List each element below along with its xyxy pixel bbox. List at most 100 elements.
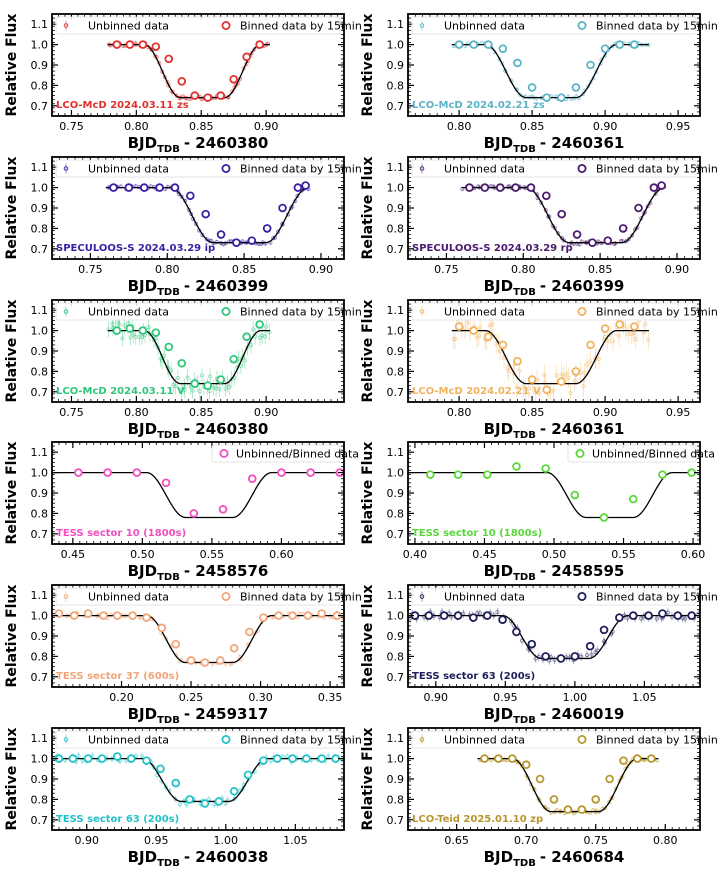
plot-area (477, 754, 659, 816)
unbinned-point (461, 609, 466, 618)
binned-point (83, 609, 93, 618)
unbinned-point (476, 326, 481, 347)
binned-point (243, 770, 253, 780)
ytick-label: 0.7 (31, 243, 49, 256)
x-label-main: BJD (484, 134, 513, 152)
ytick-label: 0.8 (387, 507, 405, 520)
unbinned-point (582, 363, 587, 383)
panel-4: 0.7 0.8 0.9 1.0 1.1 0.75 0.80 0.85 0.90 Relative … (360, 156, 718, 298)
xtick-label: 0.20 (109, 691, 134, 704)
ytick-label: 0.9 (387, 630, 405, 643)
xtick-label: 0.85 (588, 263, 613, 276)
binned-point (215, 656, 225, 665)
binned-point (232, 238, 241, 247)
panel-12: 0.7 0.8 0.9 1.0 1.1 0.65 0.70 0.75 0.80 Relative … (360, 727, 718, 869)
ytick-label: 0.8 (387, 79, 405, 92)
unbinned-point (453, 329, 458, 350)
legend-binned-marker (221, 163, 231, 173)
ytick-label: 0.7 (387, 100, 405, 113)
model-curve (52, 757, 344, 803)
xtick-label: 0.90 (424, 691, 449, 704)
binned-point (439, 611, 449, 620)
legend-box (211, 444, 341, 463)
unbinned-point (567, 653, 572, 662)
x-axis-label: BJDTDB - 2460019 (484, 705, 625, 726)
ytick-label: 1.1 (387, 732, 405, 745)
unbinned-point (463, 318, 468, 339)
binned-point (216, 375, 226, 384)
ytick-label: 1.0 (31, 325, 49, 338)
binned-point (272, 754, 282, 763)
binned-point (288, 611, 297, 620)
binned-point (586, 60, 595, 70)
unbinned-point (579, 652, 584, 661)
legend: Unbinned data Binned data by 15min (55, 730, 362, 749)
ytick-label: 0.8 (31, 79, 49, 92)
legend-unbinned-label: Unbinned data (444, 163, 525, 176)
ytick-label: 0.9 (387, 345, 405, 358)
binned-point (155, 183, 164, 192)
binned-point (647, 754, 656, 763)
x-axis-label: BJDTDB - 2460684 (484, 848, 625, 869)
binned-point (203, 93, 213, 102)
binned-point (151, 328, 161, 337)
legend-binned-marker (221, 592, 231, 602)
unbinned-point (617, 326, 622, 347)
ytick-label: 1.0 (387, 182, 405, 195)
unbinned-point (211, 379, 216, 396)
x-label-sub: TDB (157, 144, 180, 155)
binned-point (229, 643, 239, 653)
ytick-label: 0.8 (387, 365, 405, 378)
binned-point (628, 611, 638, 620)
binned-point (571, 83, 581, 92)
binned-point (658, 470, 667, 479)
ytick-label: 1.0 (387, 753, 405, 766)
x-axis-label: BJDTDB - 2460361 (484, 420, 625, 441)
binned-point (542, 191, 551, 201)
x-label-main: BJD (484, 848, 513, 866)
xtick-label: 0.95 (493, 691, 518, 704)
panel-2: 0.7 0.8 0.9 1.0 1.1 0.80 0.85 0.90 0.95 Relative … (360, 13, 718, 155)
ytick-label: 0.9 (387, 202, 405, 215)
binned-point (186, 191, 195, 201)
binned-point (482, 611, 492, 620)
legend-unbinned-marker (63, 737, 69, 742)
binned-point (549, 795, 559, 804)
y-axis-label: Relative Flux (4, 300, 20, 403)
panel-11: 0.7 0.8 0.9 1.0 1.1 0.90 0.95 1.00 1.05 Relative … (4, 727, 362, 869)
binned-point (603, 236, 613, 245)
legend-box (55, 159, 341, 178)
ytick-label: 1.1 (387, 304, 405, 317)
ytick-label: 1.0 (31, 753, 49, 766)
legend: Unbinned data Binned data by 15min (411, 730, 718, 749)
binned-point (527, 375, 537, 384)
legend-box (55, 587, 341, 606)
xtick-label: 0.85 (520, 406, 545, 419)
x-axis-label: BJDTDB - 2458576 (128, 562, 269, 583)
binned-point (229, 74, 238, 84)
unbinned-point (523, 379, 528, 400)
binned-point (526, 183, 536, 192)
y-axis-label: Relative Flux (4, 442, 20, 545)
binned-point (229, 786, 239, 796)
legend-binned-marker (221, 20, 231, 30)
binned-point (588, 238, 597, 247)
binned-point (521, 760, 531, 770)
panel-10: 0.7 0.8 0.9 1.0 1.1 0.90 0.95 1.00 1.05 Relative … (360, 584, 718, 726)
binned-point (161, 478, 171, 488)
legend-unbinned-label: Unbinned data (88, 163, 169, 176)
binned-point (599, 513, 609, 522)
x-label-sub: TDB (157, 287, 180, 298)
legend-box (411, 587, 697, 606)
binned-point (68, 754, 78, 763)
panel-label: SPECULOOS-S 2024.03.29 rp (412, 243, 573, 254)
ytick-label: 1.0 (31, 182, 49, 195)
ytick-label: 0.7 (31, 528, 49, 541)
binned-point (185, 795, 194, 804)
binned-point (218, 505, 228, 514)
binned-point (542, 93, 551, 102)
binned-point (99, 611, 108, 620)
ytick-label: 0.8 (31, 507, 49, 520)
panel-label: LCO-McD 2024.02.21 V (412, 386, 541, 397)
xtick-label: 0.95 (666, 406, 691, 419)
